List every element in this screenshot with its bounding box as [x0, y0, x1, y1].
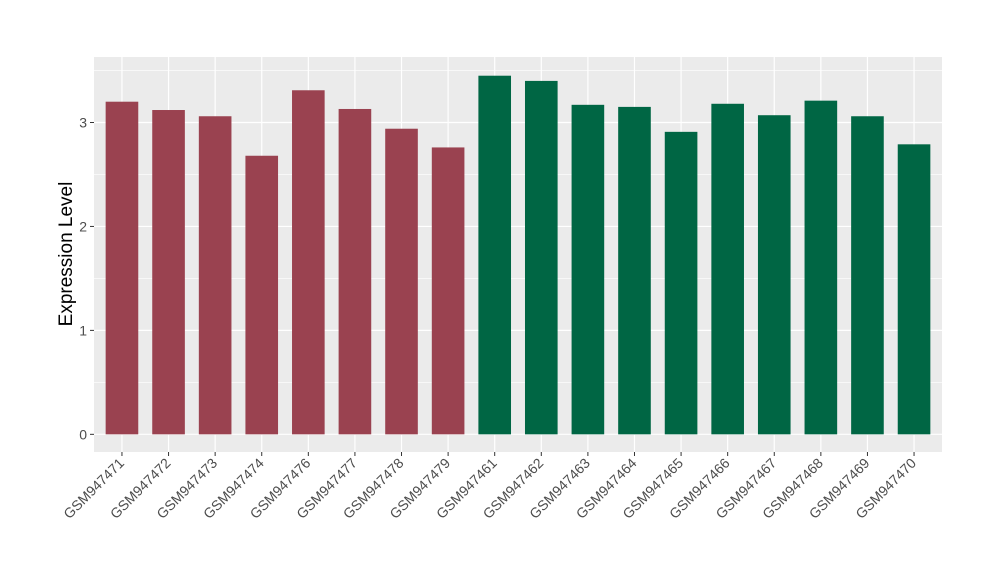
bar-GSM947479	[431, 147, 465, 435]
bar-GSM947478	[385, 128, 418, 435]
bar-GSM947470	[897, 144, 931, 435]
bar-GSM947462	[524, 80, 558, 435]
bar-GSM947476	[292, 90, 325, 435]
bar-GSM947468	[804, 100, 838, 435]
bar-GSM947469	[851, 116, 884, 435]
bar-GSM947466	[711, 103, 744, 435]
y-tick-label: 1	[79, 322, 87, 338]
y-axis: 0 1 2 3	[79, 114, 94, 442]
bar-GSM947477	[338, 108, 372, 435]
bar-GSM947472	[152, 110, 185, 435]
bar-GSM947465	[664, 131, 698, 435]
bars	[105, 75, 931, 435]
bar-GSM947471	[105, 101, 139, 435]
bar-GSM947474	[245, 155, 279, 435]
bar-GSM947467	[757, 115, 791, 435]
bar-GSM947463	[571, 104, 605, 435]
bar-GSM947461	[478, 75, 512, 435]
y-tick-label: 3	[79, 114, 87, 130]
bar-GSM947473	[198, 116, 232, 435]
bar-GSM947464	[618, 106, 651, 435]
y-tick-label: 0	[79, 426, 87, 442]
y-axis-label: Expression Level	[56, 182, 77, 327]
x-axis: GSM947471GSM947472GSM947473GSM947474GSM9…	[60, 452, 919, 522]
y-tick-label: 2	[79, 218, 87, 234]
